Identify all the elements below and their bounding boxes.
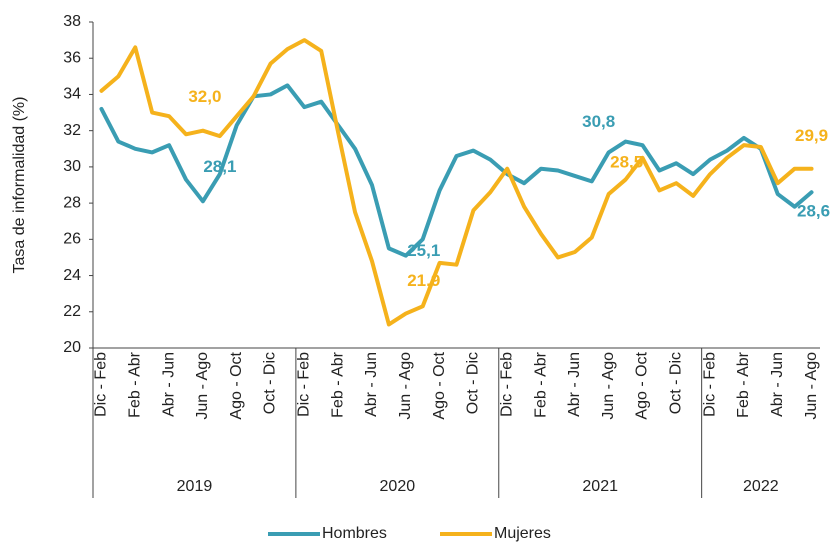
y-tick-label: 26: [63, 231, 81, 248]
x-tick-label: Feb - Abr: [735, 351, 752, 417]
x-tick-label: Dic - Feb: [296, 352, 313, 417]
y-tick-label: 24: [63, 267, 81, 284]
y-tick-label: 30: [63, 158, 81, 175]
series-line: [99, 38, 814, 327]
x-tick-label: Jun - Ago: [397, 352, 414, 420]
y-tick-label: 36: [63, 49, 81, 66]
x-tick-label: Jun - Ago: [194, 352, 211, 420]
x-tick-label: Abr - Jun: [566, 352, 583, 417]
y-axis-label: Tasa de informalidad (%): [11, 97, 28, 274]
year-label: 2020: [380, 478, 416, 495]
year-label: 2019: [177, 478, 213, 495]
x-tick-label: Feb - Abr: [126, 351, 143, 417]
x-tick-label: Abr - Jun: [363, 352, 380, 417]
legend-label: Hombres: [322, 525, 387, 542]
value-label: 29,9: [795, 126, 828, 145]
x-tick-label: Abr - Jun: [160, 352, 177, 417]
value-label: 21,9: [407, 271, 440, 290]
x-tick-label: Oct - Dic: [465, 352, 482, 414]
x-tick-label: Ago - Oct: [431, 351, 448, 419]
x-tick-label: Ago - Oct: [634, 351, 651, 419]
y-tick-label: 22: [63, 303, 81, 320]
x-tick-label: Ago - Oct: [228, 351, 245, 419]
value-label: 28,5: [610, 153, 643, 172]
year-label: 2021: [582, 478, 618, 495]
x-tick-label: Dic - Feb: [93, 352, 110, 417]
year-label: 2022: [743, 478, 779, 495]
y-tick-label: 32: [63, 122, 81, 139]
value-label: 25,1: [407, 241, 440, 260]
x-tick-label: Abr - Jun: [769, 352, 786, 417]
value-label: 28,1: [203, 157, 236, 176]
legend-label: Mujeres: [494, 525, 551, 542]
y-tick-label: 28: [63, 194, 81, 211]
x-tick-label: Jun - Ago: [803, 352, 820, 420]
x-tick-label: Feb - Abr: [329, 351, 346, 417]
value-label: 30,8: [582, 112, 615, 131]
value-label: 32,0: [188, 87, 221, 106]
x-tick-label: Dic - Feb: [498, 352, 515, 417]
y-tick-label: 38: [63, 13, 81, 30]
y-tick-label: 34: [63, 86, 81, 103]
series-line: [99, 83, 814, 258]
x-tick-label: Dic - Feb: [701, 352, 718, 417]
y-tick-label: 20: [63, 339, 81, 356]
x-tick-label: Feb - Abr: [532, 351, 549, 417]
x-tick-label: Oct - Dic: [262, 352, 279, 414]
value-label: 28,6: [797, 202, 830, 221]
x-tick-label: Jun - Ago: [600, 352, 617, 420]
x-tick-label: Oct - Dic: [668, 352, 685, 414]
